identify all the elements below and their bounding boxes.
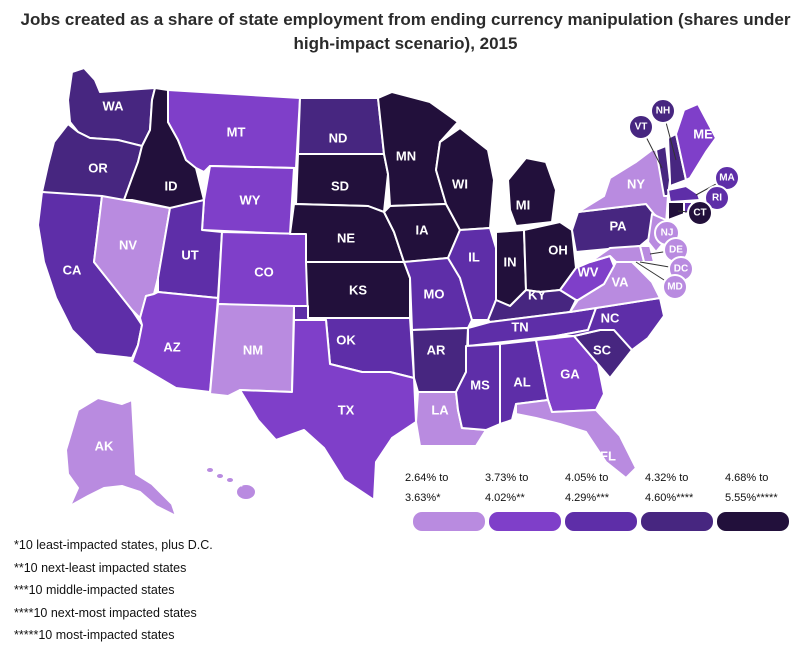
state-label-il: IL [468,250,480,265]
state-nc[interactable] [555,297,665,351]
state-hi[interactable] [205,466,257,501]
legend-range-start: 2.64% to [405,472,449,484]
state-label-oh: OH [548,243,568,258]
state-label-sc: SC [593,343,612,358]
state-fl[interactable] [515,399,637,479]
state-label-me: ME [693,127,713,142]
state-label-mn: MN [396,149,416,164]
state-label-ok: OK [336,333,356,348]
state-label-co: CO [254,265,274,280]
legend-range-start: 4.68% to [725,472,769,484]
state-label-vt: VT [635,122,648,133]
state-label-nd: ND [329,131,348,146]
legend-range-end: 4.29%*** [565,492,610,504]
state-md[interactable] [589,245,645,263]
state-label-tx: TX [338,403,355,418]
callout-circles [628,98,740,300]
state-label-al: AL [513,375,530,390]
state-tx[interactable] [239,319,417,501]
state-nd[interactable] [297,97,385,155]
legend-range-end: 3.63%* [405,492,441,504]
state-label-sd: SD [331,179,349,194]
footnote: *****10 most-impacted states [14,628,175,642]
state-label-ut: UT [181,248,198,263]
legend-swatch-4 [641,512,713,531]
state-label-in: IN [504,255,517,270]
state-label-ga: GA [560,367,580,382]
state-label-ky: KY [528,288,546,303]
state-label-tn: TN [511,320,528,335]
state-label-hi: HI [233,479,243,490]
state-wv[interactable] [559,255,615,301]
legend-range-end: 5.55%***** [725,492,778,504]
state-label-ny: NY [627,177,645,192]
legend-range-end: 4.02%** [485,492,525,504]
state-label-va: VA [611,275,629,290]
state-label-nv: NV [119,238,137,253]
state-mi[interactable] [507,157,557,227]
state-label-ks: KS [349,283,367,298]
state-label-wy: WY [240,193,261,208]
state-label-mo: MO [424,287,445,302]
legend-range-start: 4.32% to [645,472,689,484]
state-label-nh: NH [656,106,670,117]
legend-swatch-1 [413,512,485,531]
state-ak[interactable] [65,397,177,517]
state-label-wi: WI [452,177,468,192]
state-label-la: LA [431,403,449,418]
state-label-dc: DC [674,264,688,275]
state-label-md: MD [667,282,683,293]
footnote: *10 least-impacted states, plus D.C. [14,538,213,552]
state-label-ak: AK [95,439,114,454]
state-vt[interactable] [655,145,671,197]
legend-item-2: 3.73% to 4.02%** [485,468,565,508]
state-me[interactable] [675,103,717,181]
legend-range-end: 4.60%**** [645,492,694,504]
state-label-ia: IA [416,223,430,238]
legend-item-5: 4.68% to 5.55%***** [725,468,805,508]
state-label-wa: WA [103,99,125,114]
legend-item-3: 4.05% to 4.29%*** [565,468,645,508]
legend-range-start: 3.73% to [485,472,529,484]
legend-item-1: 2.64% to 3.63%* [405,468,485,508]
footnote: **10 next-least impacted states [14,560,187,575]
state-label-ct: CT [693,208,706,219]
state-label-mi: MI [516,198,530,213]
state-label-fl: FL [600,449,616,464]
state-label-ca: CA [63,263,82,278]
state-label-az: AZ [163,340,180,355]
state-label-wv: WV [578,265,599,280]
state-label-ne: NE [337,231,355,246]
state-ma[interactable] [667,185,701,203]
state-labels: WA OR CA NV ID MT WY UT CO AZ NM ND SD N… [63,99,735,490]
state-label-de: DE [669,245,683,256]
legend-range-start: 4.05% to [565,472,609,484]
map-title: Jobs created as a share of state employm… [20,10,791,53]
footnote: ***10 middle-impacted states [14,583,175,597]
state-label-nm: NM [243,343,263,358]
legend-item-4: 4.32% to 4.60%**** [645,468,725,508]
state-label-nj: NJ [661,228,674,239]
state-label-or: OR [88,161,108,176]
state-ar[interactable] [411,327,469,393]
legend-swatch-3 [565,512,637,531]
state-label-ri: RI [712,193,722,204]
legend-swatch-2 [489,512,561,531]
state-label-pa: PA [609,219,627,234]
legend-swatch-5 [717,512,789,531]
state-label-id: ID [165,179,178,194]
state-label-ms: MS [470,378,490,393]
footnotes: *10 least-impacted states, plus D.C. **1… [14,534,213,647]
state-label-mt: MT [227,125,246,140]
state-label-nc: NC [601,311,620,326]
state-label-ar: AR [427,343,446,358]
footnote: ****10 next-most impacted states [14,605,197,620]
state-label-ma: MA [719,173,735,184]
